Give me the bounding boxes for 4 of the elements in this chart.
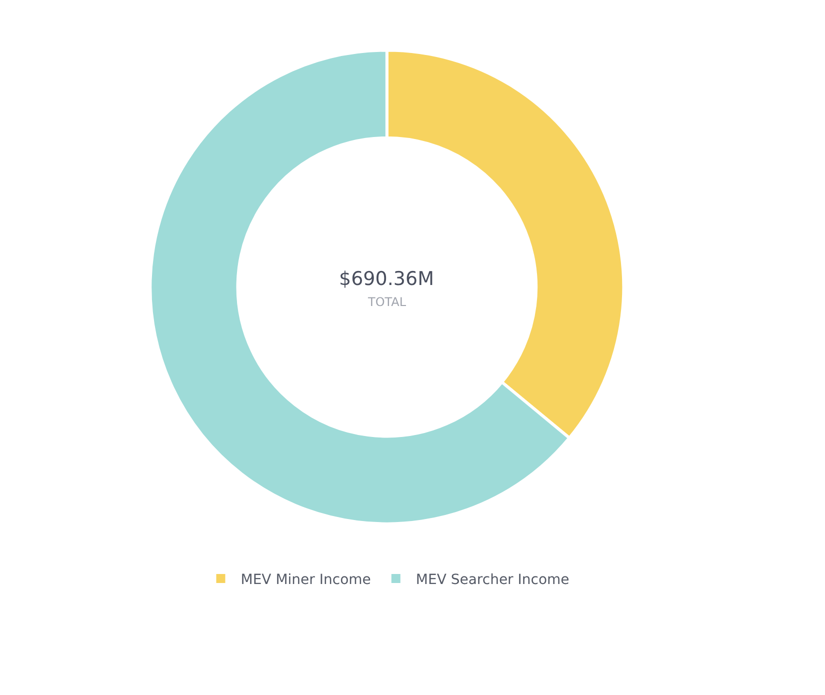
legend-label: MEV Searcher Income: [416, 572, 570, 588]
text: TOTAL: [367, 295, 406, 309]
text: $690.36M: [339, 268, 434, 290]
legend-label: MEV Miner Income: [240, 572, 371, 588]
